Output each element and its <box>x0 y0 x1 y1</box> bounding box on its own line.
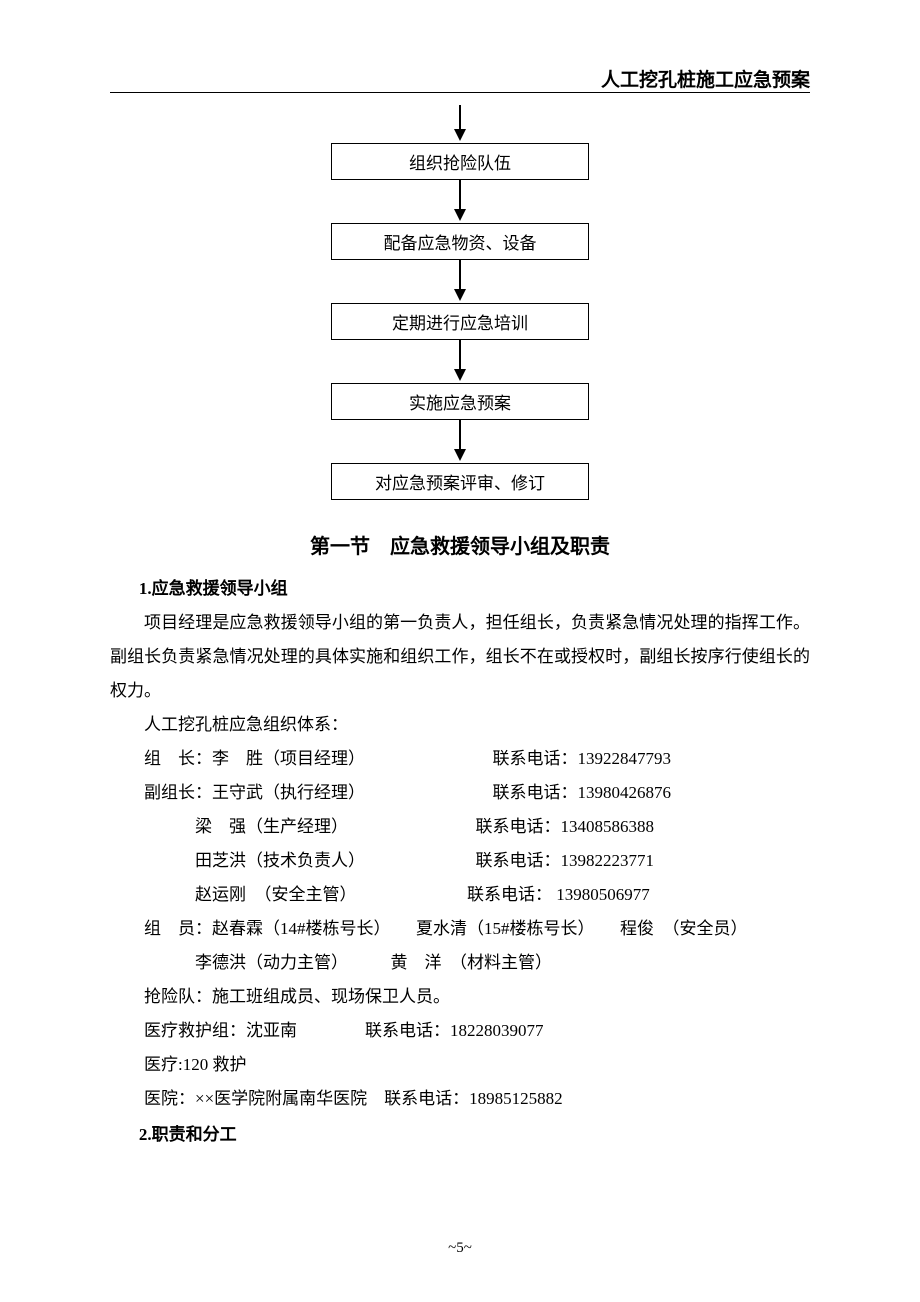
flow-arrow <box>454 180 466 223</box>
flow-node-3: 定期进行应急培训 <box>331 303 589 340</box>
deputy-line-4: 赵运刚 （安全主管） 联系电话： 13980506977 <box>110 878 810 912</box>
flow-arrow <box>454 105 466 143</box>
org-intro: 人工挖孔桩应急组织体系： <box>110 708 810 742</box>
flow-node-4: 实施应急预案 <box>331 383 589 420</box>
rescue-team-line: 抢险队：施工班组成员、现场保卫人员。 <box>110 980 810 1014</box>
leader-line: 组 长：李 胜（项目经理） 联系电话：13922847793 <box>110 742 810 776</box>
medical-group-line: 医疗救护组：沈亚南 联系电话：18228039077 <box>110 1014 810 1048</box>
flow-arrow <box>454 420 466 463</box>
flow-node-2: 配备应急物资、设备 <box>331 223 589 260</box>
subtitle-1: 1.应急救援领导小组 <box>110 572 810 606</box>
section-title: 第一节 应急救援领导小组及职责 <box>0 530 920 559</box>
flowchart-container: 组织抢险队伍 配备应急物资、设备 定期进行应急培训 实施应急预案 对应急预案评审… <box>331 105 589 500</box>
deputy-line-3: 田芝洪（技术负责人） 联系电话：13982223771 <box>110 844 810 878</box>
content-body: 1.应急救援领导小组 项目经理是应急救援领导小组的第一负责人，担任组长，负责紧急… <box>110 570 810 1152</box>
flow-arrow <box>454 260 466 303</box>
flow-arrow <box>454 340 466 383</box>
members-line-1: 组 员：赵春霖（14#楼栋号长） 夏水清（15#楼栋号长） 程俊 （安全员） <box>110 912 810 946</box>
subtitle-2: 2.职责和分工 <box>110 1118 810 1152</box>
members-line-2: 李德洪（动力主管） 黄 洋 （材料主管） <box>110 946 810 980</box>
hospital-line: 医院：××医学院附属南华医院 联系电话：18985125882 <box>110 1082 810 1116</box>
flow-node-1: 组织抢险队伍 <box>331 143 589 180</box>
header-underline <box>110 92 810 93</box>
deputy-line-2: 梁 强（生产经理） 联系电话：13408586388 <box>110 810 810 844</box>
paragraph-1: 项目经理是应急救援领导小组的第一负责人，担任组长，负责紧急情况处理的指挥工作。副… <box>110 606 810 708</box>
deputy-line-1: 副组长：王守武（执行经理） 联系电话：13980426876 <box>110 776 810 810</box>
flow-node-5: 对应急预案评审、修订 <box>331 463 589 500</box>
medical-line: 医疗:120 救护 <box>110 1048 810 1082</box>
page-header-title: 人工挖孔桩施工应急预案 <box>601 65 810 92</box>
page-number: ~5~ <box>0 1240 920 1257</box>
